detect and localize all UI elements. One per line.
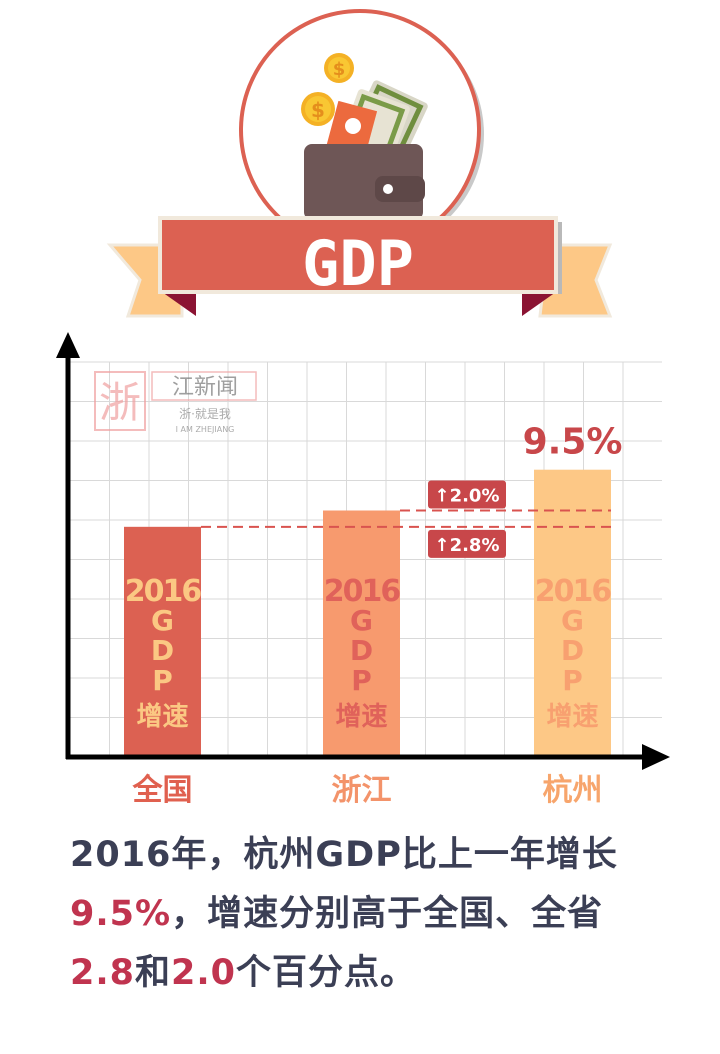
annotation-badge — [428, 529, 506, 558]
caption-highlight-growth: 9.5% — [70, 894, 172, 934]
bar-inner-label: D — [561, 634, 584, 667]
bar-inner-label: G — [350, 604, 373, 637]
bar-inner-label: D — [151, 634, 174, 667]
bar-全国 — [124, 526, 201, 757]
bar-inner-label: 2016 — [324, 574, 401, 609]
caption-line-3-text: 个百分点。 — [236, 953, 417, 993]
caption-line-1: 2016年，杭州GDP比上一年增长 — [70, 835, 618, 875]
bar-inner-label: 2016 — [535, 574, 612, 609]
caption-line-3: 2.8和2.0个百分点。 — [70, 944, 690, 1003]
caption-line-2: 9.5%，增速分别高于全国、全省 — [70, 885, 690, 944]
svg-text:$: $ — [333, 59, 346, 80]
bar-inner-label: P — [152, 664, 173, 697]
category-label: 杭州 — [543, 773, 603, 808]
annotation-badge — [428, 480, 506, 509]
svg-text:江新闻: 江新闻 — [172, 375, 238, 400]
wallet-icon — [304, 144, 425, 220]
category-label: 全国 — [132, 773, 193, 808]
annotation-label: ↑2.8% — [434, 535, 499, 556]
caption-line-2-text: ，增速分别高于全国、全省 — [171, 894, 604, 934]
category-label: 浙江 — [332, 773, 392, 808]
coin-icon: $ $ — [301, 53, 354, 126]
bar-chart: 浙 江新闻 浙·就是我 I AM ZHEJIANG 2016GDP增速2016G… — [56, 332, 670, 808]
caption-highlight-national: 2.8 — [70, 953, 136, 993]
y-axis-arrow — [56, 332, 80, 358]
svg-text:$: $ — [311, 98, 325, 122]
gdp-badge-text: GDP — [302, 227, 414, 300]
bar-inner-label: 增速 — [136, 701, 188, 732]
value-label: 9.5% — [523, 422, 623, 463]
x-axis-arrow — [642, 744, 670, 770]
ribbon-banner — [106, 216, 613, 318]
caption-highlight-province: 2.0 — [171, 953, 237, 993]
bar-杭州 — [534, 469, 611, 757]
gdp-header-graphic: $ $ GDP — [106, 9, 613, 318]
bar-inner-label: G — [561, 604, 584, 637]
bar-inner-label: D — [350, 634, 373, 667]
bar-inner-label: P — [351, 664, 372, 697]
bar-inner-label: G — [151, 604, 174, 637]
bar-浙江 — [323, 510, 400, 757]
caption-text: 2016年，杭州GDP比上一年增长 9.5%，增速分别高于全国、全省 2.8和2… — [70, 826, 690, 1003]
bar-inner-label: 增速 — [546, 701, 598, 732]
chart-axes — [56, 332, 670, 770]
bar-inner-label: P — [562, 664, 583, 697]
watermark-logo: 浙 江新闻 浙·就是我 I AM ZHEJIANG — [94, 371, 257, 434]
bar-inner-label: 2016 — [125, 574, 202, 609]
annotation-label: ↑2.0% — [434, 486, 499, 507]
caption-and: 和 — [135, 953, 172, 993]
bar-inner-label: 增速 — [335, 701, 387, 732]
svg-text:I AM ZHEJIANG: I AM ZHEJIANG — [176, 425, 235, 434]
svg-text:浙: 浙 — [99, 378, 141, 427]
svg-text:浙·就是我: 浙·就是我 — [179, 407, 231, 421]
